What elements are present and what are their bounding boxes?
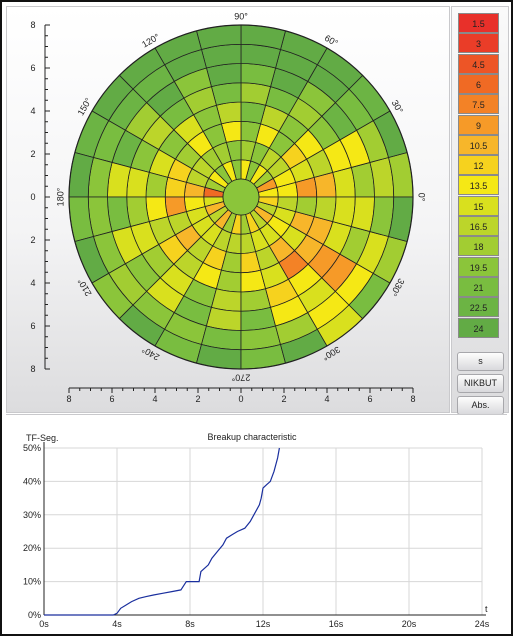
y-tick-label: 8 [30, 364, 35, 374]
x-tick-label: 0 [238, 394, 243, 404]
polar-cell [240, 82, 272, 106]
polar-cell [126, 166, 150, 198]
scale-cell: 22.5 [458, 297, 499, 318]
chart-title: Breakup characteristic [207, 432, 297, 442]
y-tick-label: 30% [23, 510, 41, 520]
nikbut-button[interactable]: NIKBUT [457, 374, 504, 393]
y-tick-label: 6 [30, 63, 35, 73]
x-tick-label: 6 [367, 394, 372, 404]
x-tick-label: 20s [402, 619, 417, 629]
x-tick-label: 0s [39, 619, 49, 629]
scale-cell: 19.5 [458, 256, 499, 277]
polar-map: 0°30°60°90°120°150°180°210°240°270°300°3… [30, 11, 427, 404]
angle-label: 0° [417, 193, 427, 202]
scale-cell: 15 [458, 195, 499, 216]
x-tick-label: 2 [195, 394, 200, 404]
breakup-chart: Breakup characteristic TF-Seg. t 0% 10% 20% 30… [23, 432, 490, 629]
angle-label: 60° [323, 33, 340, 49]
angle-label: 90° [234, 11, 248, 21]
x-tick-label: 2 [281, 394, 286, 404]
y-axis-label: TF-Seg. [26, 433, 59, 443]
breakup-series-line [44, 447, 280, 616]
x-tick-label: 8s [185, 619, 195, 629]
x-tick-label: 8 [410, 394, 415, 404]
scale-cell: 13.5 [458, 175, 499, 196]
y-tick-label: 10% [23, 577, 41, 587]
x-tick-label: 4s [112, 619, 122, 629]
scale-cell: 4.5 [458, 53, 499, 74]
breakup-chart-panel: Breakup characteristic TF-Seg. t 0% 10% 20% 30… [6, 414, 507, 633]
y-tick-label: 0 [30, 192, 35, 202]
angle-label: 270° [231, 373, 250, 383]
scale-cell: 7.5 [458, 94, 499, 115]
scale-cell: 12 [458, 155, 499, 176]
abs-button[interactable]: Abs. [457, 396, 504, 415]
y-tick-label: 0% [28, 610, 41, 620]
y-tick-label: 8 [30, 20, 35, 30]
angle-label: 30° [390, 98, 406, 115]
scale-cell: 16.5 [458, 216, 499, 236]
scale-cell: 1.5 [458, 13, 499, 33]
polar-center [222, 178, 260, 216]
x-axis-label: t [485, 604, 488, 614]
x-tick-label: 4 [324, 394, 329, 404]
scale-cell: 9 [458, 114, 499, 135]
polar-map-panel: 0° 30° 60° 90° 120° 150° 180° 210° 240° 270° 300° 3… [6, 6, 450, 413]
unit-s-button[interactable]: s [457, 352, 504, 371]
y-tick-label: 40% [23, 476, 41, 486]
y-axis: 8 6 4 2 0 2 4 6 8 [30, 20, 50, 374]
y-tick-label: 6 [30, 321, 35, 331]
polar-sectors [68, 24, 414, 370]
polar-outline [68, 24, 414, 370]
color-scale-panel: 1.5 3 4.5 6 7.5 9 10.5 12 13.5 15 16.5 18 19.5 21 22.5… [451, 6, 509, 415]
scale-cell: 6 [458, 73, 499, 94]
x-tick-label: 6 [109, 394, 114, 404]
scale-cell: 10.5 [458, 134, 499, 155]
scale-cell: 21 [458, 276, 499, 297]
polar-cell [210, 288, 242, 312]
x-tick-label: 4 [152, 394, 157, 404]
y-tick-label: 2 [30, 149, 35, 159]
y-tick-label: 4 [30, 278, 35, 288]
x-tick-label: 12s [256, 619, 271, 629]
scale-cell: 3 [458, 33, 499, 54]
x-tick-label: 16s [329, 619, 344, 629]
y-tick-label: 2 [30, 235, 35, 245]
polar-cell [332, 196, 356, 228]
angle-label: 180° [55, 187, 65, 206]
grid [43, 447, 483, 616]
x-tick-label: 8 [66, 394, 71, 404]
scale-cell: 24 [458, 317, 499, 338]
y-tick-label: 20% [23, 543, 41, 553]
x-tick-label: 24s [475, 619, 490, 629]
y-tick-label: 4 [30, 106, 35, 116]
scale-cell: 18 [458, 236, 499, 257]
y-tick-label: 50% [23, 443, 41, 453]
x-axis: 8 6 4 2 0 2 4 6 8 [66, 387, 416, 404]
